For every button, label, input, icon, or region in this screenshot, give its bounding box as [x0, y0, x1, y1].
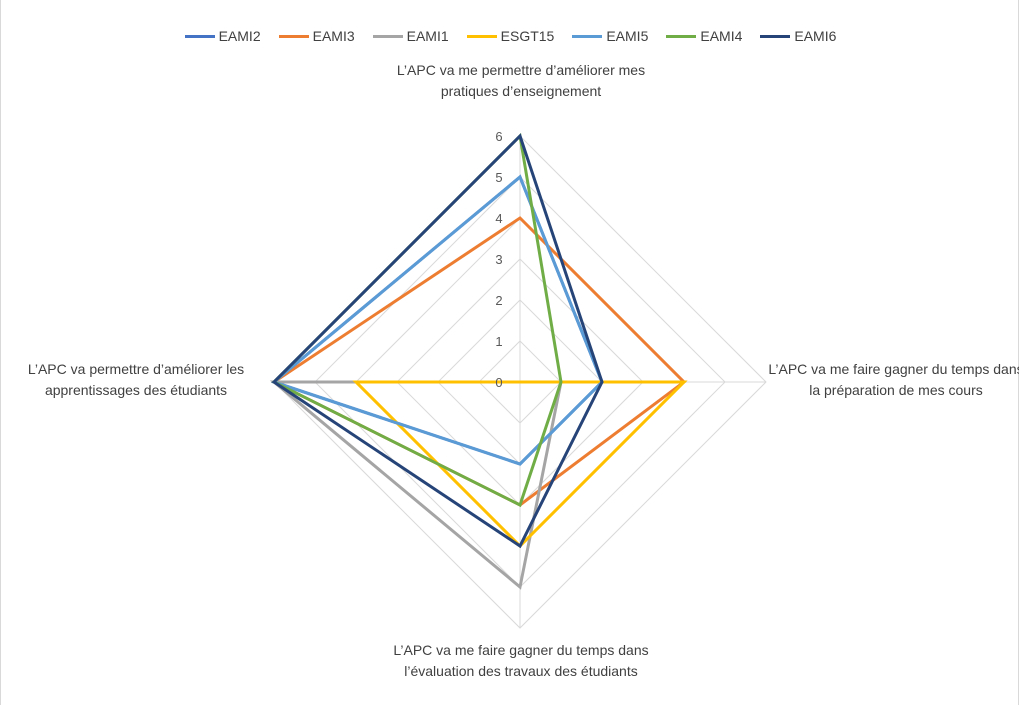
legend-item-esgt15: ESGT15 — [466, 28, 555, 44]
legend-item-eami2: EAMI2 — [184, 28, 261, 44]
legend-item-eami6: EAMI6 — [760, 28, 836, 44]
legend-swatch — [572, 34, 603, 38]
axis-label-right: L’APC va me faire gagner du temps dans l… — [768, 361, 1019, 398]
legend-swatch — [466, 34, 497, 38]
legend-item-eami3: EAMI3 — [278, 28, 355, 44]
series-line-eami6 — [271, 133, 604, 549]
axis-label-left: L’APC va permettre d’améliorer les appre… — [27, 361, 245, 398]
legend-label: EAMI6 — [794, 28, 837, 44]
tick-label: 4 — [495, 211, 502, 226]
legend-label: EAMI5 — [606, 28, 649, 44]
series-line-eami5 — [270, 174, 604, 466]
legend-label: ESGT15 — [500, 28, 555, 44]
tick-label: 2 — [495, 293, 502, 308]
tick-label: 6 — [495, 129, 502, 144]
legend-label: EAMI4 — [700, 28, 743, 44]
legend-item-eami4: EAMI4 — [666, 28, 742, 44]
legend-label: EAMI3 — [312, 28, 355, 44]
axis-label-bottom: L’APC va me faire gagner du temps dans l… — [393, 642, 649, 679]
tick-label: 1 — [495, 334, 502, 349]
legend-swatch — [184, 34, 215, 38]
tick-label: 5 — [495, 170, 502, 185]
legend-swatch — [760, 34, 791, 38]
legend-label: EAMI1 — [406, 28, 449, 44]
chart-legend: EAMI2 EAMI3 EAMI1 ESGT15 EAMI5 EAMI4 EAMI6 — [1, 28, 1019, 44]
tick-label: 3 — [495, 252, 502, 267]
legend-item-eami1: EAMI1 — [372, 28, 449, 44]
tick-label: 0 — [495, 375, 502, 390]
axis-label-top: L’APC va me permettre d’améliorer mes pr… — [396, 62, 646, 99]
legend-label: EAMI2 — [218, 28, 261, 44]
legend-swatch — [666, 34, 697, 38]
legend-swatch — [278, 34, 309, 38]
legend-item-eami5: EAMI5 — [572, 28, 648, 44]
legend-swatch — [372, 34, 403, 38]
